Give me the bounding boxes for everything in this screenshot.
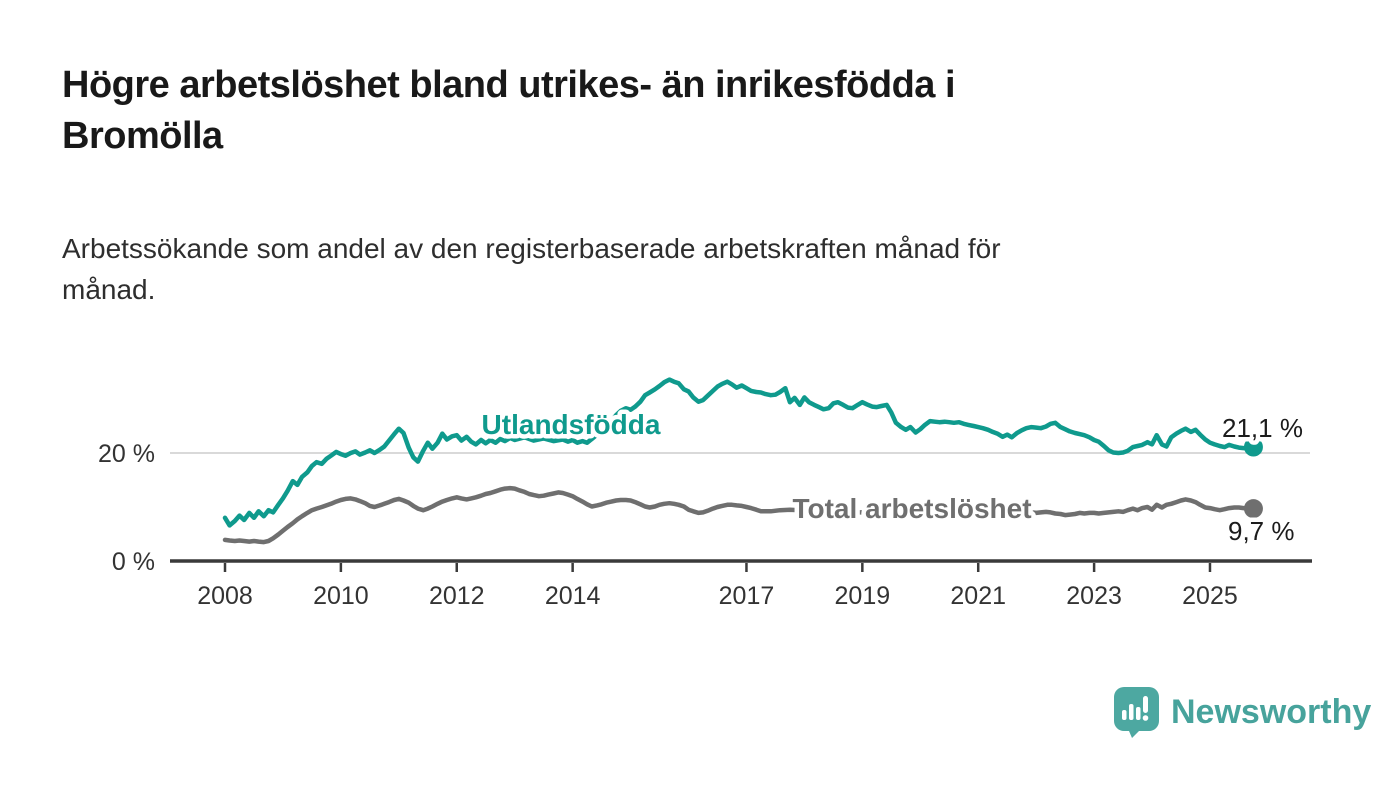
chart-subtitle: Arbetssökande som andel av den registerb… (62, 228, 1001, 310)
x-tick-label-2012: 2012 (429, 582, 485, 610)
exclamation-bar (1143, 696, 1148, 713)
brand-name-text: Newsworthy (1171, 692, 1372, 731)
bar-1 (1122, 710, 1127, 720)
x-tick-label-2025: 2025 (1182, 582, 1238, 610)
series-end-dot-total (1243, 499, 1263, 519)
y-axis-label-0: 0 % (112, 548, 155, 576)
page-title-line-1: Högre arbetslöshet bland utrikes- än inr… (62, 64, 956, 106)
page-title-line-2: Bromölla (62, 115, 223, 157)
bar-2 (1129, 704, 1134, 720)
series-line-total (222, 485, 1256, 545)
x-tick-label-2019: 2019 (835, 582, 891, 610)
x-tick-label-2010: 2010 (313, 582, 369, 610)
bar-3 (1136, 707, 1141, 720)
series-line-utlandsfodda (222, 377, 1256, 528)
x-tick-label-2008: 2008 (197, 582, 253, 610)
page-title: Högre arbetslöshet bland utrikes- än inr… (62, 60, 956, 162)
series-label-utlandsfodda: Utlandsfödda (482, 409, 661, 440)
newsworthy-brand: Newsworthy (1113, 686, 1371, 738)
x-tick-label-2023: 2023 (1066, 582, 1122, 610)
chart-subtitle-line-1: Arbetssökande som andel av den registerb… (62, 233, 1001, 264)
y-axis-label-20: 20 % (98, 440, 155, 468)
end-value-label-total: 9,7 % (1228, 516, 1295, 546)
speech-bubble-bar-chart-icon (1114, 687, 1159, 738)
series-end-dot-utlandsfodda (1243, 437, 1263, 457)
x-tick-label-2014: 2014 (545, 582, 601, 610)
chart-subtitle-line-2: månad. (62, 274, 156, 305)
x-tick-label-2017: 2017 (719, 582, 775, 610)
series-label-total: Total arbetslöshet (792, 493, 1031, 524)
x-tick-label-2021: 2021 (950, 582, 1006, 610)
end-value-label-utlandsfodda: 21,1 % (1222, 413, 1303, 443)
exclamation-dot (1142, 715, 1149, 721)
